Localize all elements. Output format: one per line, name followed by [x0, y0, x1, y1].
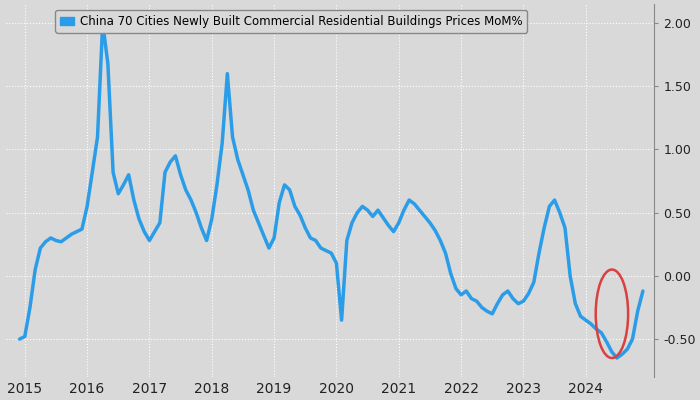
- Legend: China 70 Cities Newly Built Commercial Residential Buildings Prices MoM%: China 70 Cities Newly Built Commercial R…: [55, 10, 527, 32]
